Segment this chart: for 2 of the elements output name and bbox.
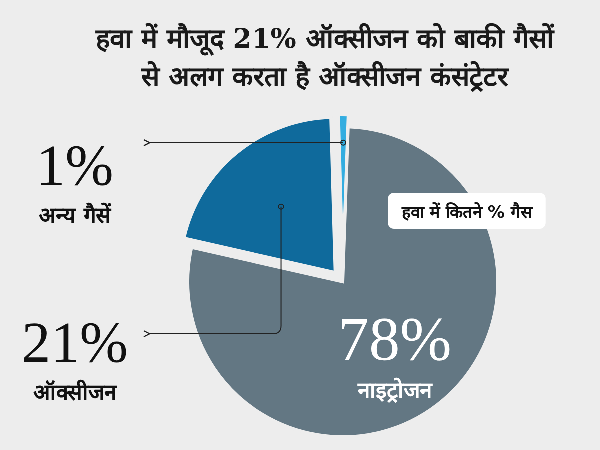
title: हवा में मौजूद 21% ऑक्सीजन को बाकी गैसों से अलग करता है ऑक्सीजन कंसंट्रेटर [96, 24, 554, 93]
subtitle: हवा में कितने % गैस [388, 193, 546, 229]
